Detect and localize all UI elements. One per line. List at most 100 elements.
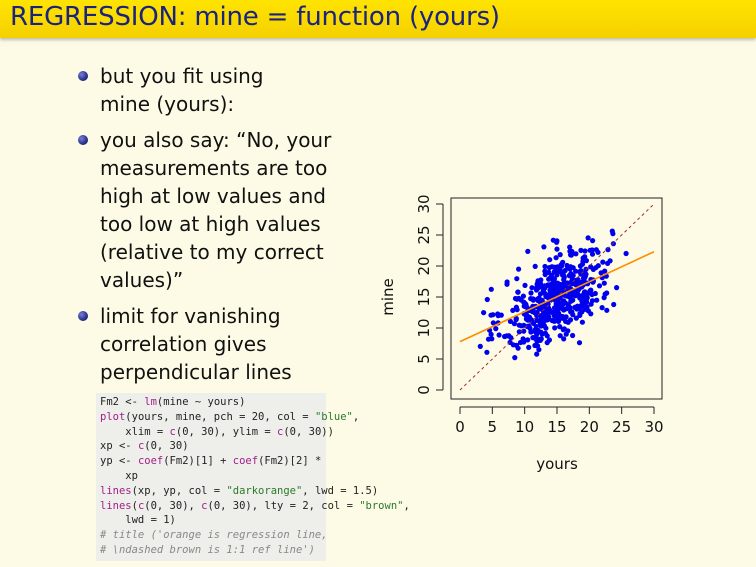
bullet-line: high at low values and [100,184,326,208]
x-tick-label: 25 [612,418,631,436]
code-line: Fm2 <- lm(mine ~ yours) [100,396,245,408]
data-point [525,323,532,329]
data-point [557,252,563,258]
code-token: ( [131,499,138,512]
code-line: xp [100,470,138,482]
data-point [577,306,583,312]
data-point [554,246,560,252]
data-point [582,294,588,300]
data-point [535,327,541,333]
code-block: Fm2 <- lm(mine ~ yours) plot(yours, mine,… [96,393,410,561]
data-point [593,247,599,253]
code-token: lines [100,499,132,512]
data-point [592,290,598,297]
data-point [538,323,544,329]
bullet-line: you also say: “No, your [100,128,332,152]
code-token: lwd = 1) [100,514,176,527]
data-point [528,329,534,335]
data-point [565,302,571,308]
bullet-line: measurements are too [100,156,328,180]
data-point [563,314,569,320]
data-point [484,349,490,355]
data-point [477,343,483,349]
code-token: c [201,499,208,512]
data-point [539,297,545,303]
data-point [596,283,603,289]
data-point [526,344,532,350]
data-point [570,297,576,303]
data-point [504,281,510,287]
data-point [525,248,531,254]
data-point [545,301,551,307]
data-point [490,320,496,326]
code-line: xp <- c(0, 30) [100,440,189,452]
data-point [547,307,553,313]
data-point [520,293,527,299]
y-tick-label: 0 [415,385,433,395]
data-point [532,335,539,342]
regression-line [459,251,655,343]
data-point [568,252,574,258]
data-point [605,247,611,253]
data-point [515,289,521,295]
code-token: (0, 30), lty = 2, col = [207,499,360,512]
code-token: (mine ~ yours) [156,396,246,408]
data-point [526,314,533,320]
data-point [547,257,553,263]
data-point [553,255,559,261]
data-point [577,263,584,269]
data-point [557,324,563,330]
data-point [570,272,576,279]
data-point [541,304,548,310]
data-point [516,322,522,328]
data-point [579,319,586,325]
data-point [582,289,588,295]
data-point [605,260,611,266]
data-point [582,270,588,276]
data-point [587,247,593,253]
data-point [548,281,555,287]
data-point [560,327,566,333]
bullet-dot-icon [78,311,88,321]
bullet-line: correlation gives [100,332,267,356]
y-axis-title: mine [379,278,397,316]
code-token: c [169,425,176,438]
points-group [477,228,629,361]
code-token: plot [100,410,126,423]
code-token: (0, 30) [144,440,189,453]
data-point [582,248,588,254]
data-point [557,268,563,274]
data-point [610,231,616,237]
data-point [623,250,629,257]
data-point [528,290,534,296]
bullet-dot-icon [78,135,88,145]
data-point [590,238,596,244]
data-point [542,315,548,321]
code-token: yp <- [100,455,138,468]
code-token: "darkorange" [226,484,303,497]
data-point [557,288,564,294]
bullet-item: but you fit using mine (yours): [76,62,376,118]
data-point [542,271,548,278]
data-point [510,307,516,313]
data-point [555,297,561,303]
data-point [580,258,586,264]
code-token: lines [100,484,132,497]
bullet-dot-icon [78,71,88,81]
data-point [537,291,544,297]
y-tick-label: 15 [415,287,433,306]
data-point [529,285,535,291]
slide-title: REGRESSION: mine = function (yours) [10,2,500,32]
data-point [567,248,573,254]
code-line: lines(xp, yp, col = "darkorange", lwd = … [100,485,378,497]
code-token: "blue" [314,410,353,423]
data-point [610,241,617,247]
data-point [516,266,522,272]
x-tick-label: 15 [547,418,566,436]
bullet-line: perpendicular lines [100,360,292,384]
data-point [543,310,549,316]
data-point [532,263,538,269]
data-point [585,235,591,241]
data-point [534,331,540,337]
